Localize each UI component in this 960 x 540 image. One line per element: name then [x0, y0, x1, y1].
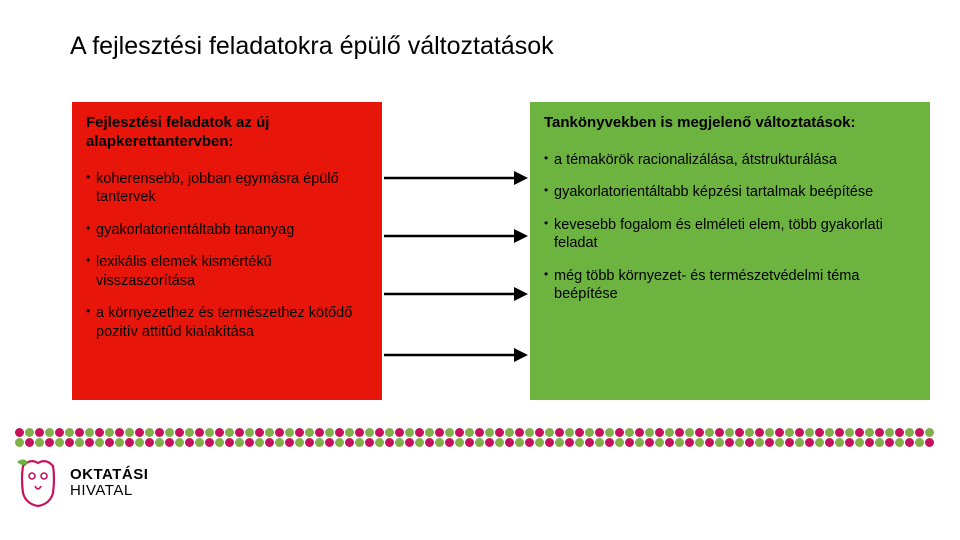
decorative-band [15, 428, 945, 452]
left-bullet: gyakorlatorientáltabb tananyag [86, 221, 368, 240]
page-title: A fejlesztési feladatokra épülő változta… [70, 32, 554, 61]
left-panel: Fejlesztési feladatok az új alapkerettan… [72, 102, 382, 400]
left-bullet: a környezethez és természethez kötődő po… [86, 304, 368, 341]
right-bullet: kevesebb fogalom és elméleti elem, több … [544, 216, 916, 253]
left-bullet: koherensebb, jobban egymásra épülő tante… [86, 170, 368, 207]
right-panel: Tankönyvekben is megjelenő változtatások… [530, 102, 930, 400]
left-heading: Fejlesztési feladatok az új alapkerettan… [86, 114, 368, 152]
right-bullet: gyakorlatorientáltabb képzési tartalmak … [544, 183, 916, 202]
logo: OKTATÁSI HIVATAL [15, 458, 148, 508]
right-bullet: a témakörök racionalizálása, átstrukturá… [544, 151, 916, 170]
right-bullet: még több környezet- és természetvédelmi … [544, 267, 916, 304]
right-heading: Tankönyvekben is megjelenő változtatások… [544, 114, 916, 133]
left-bullet: lexikális elemek kismértékű visszaszorít… [86, 253, 368, 290]
owl-logo-icon [15, 458, 60, 508]
logo-text-line1: OKTATÁSI [70, 467, 148, 483]
arrows-svg [382, 160, 530, 400]
logo-text-line2: HIVATAL [70, 483, 148, 499]
